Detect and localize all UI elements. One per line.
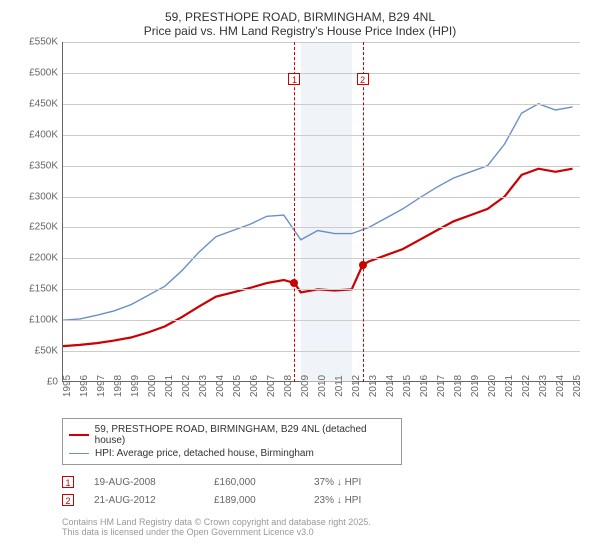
ytick-label: £0 bbox=[20, 377, 58, 388]
xtick-label: 2017 bbox=[436, 375, 447, 397]
xtick-label: 2001 bbox=[164, 375, 175, 397]
gridline bbox=[63, 289, 580, 290]
sale-date: 21-AUG-2012 bbox=[94, 495, 194, 506]
gridline bbox=[63, 166, 580, 167]
xtick-label: 2022 bbox=[521, 375, 532, 397]
sale-hpi-diff: 37% ↓ HPI bbox=[314, 477, 394, 488]
gridline bbox=[63, 42, 580, 43]
sale-price: £189,000 bbox=[214, 495, 294, 506]
xtick-label: 2021 bbox=[504, 375, 515, 397]
legend-swatch-property bbox=[69, 434, 89, 436]
ytick-label: £50K bbox=[20, 346, 58, 357]
legend-item-property: 59, PRESTHOPE ROAD, BIRMINGHAM, B29 4NL … bbox=[69, 423, 395, 447]
gridline bbox=[63, 197, 580, 198]
legend-label-hpi: HPI: Average price, detached house, Birm… bbox=[95, 448, 314, 459]
sale-marker-line bbox=[363, 42, 364, 382]
xtick-label: 2023 bbox=[538, 375, 549, 397]
xtick-label: 2019 bbox=[470, 375, 481, 397]
xtick-label: 2024 bbox=[555, 375, 566, 397]
sale-date: 19-AUG-2008 bbox=[94, 477, 194, 488]
sale-marker-badge: 2 bbox=[357, 73, 369, 85]
xtick-label: 2020 bbox=[487, 375, 498, 397]
ytick-label: £200K bbox=[20, 253, 58, 264]
xtick-label: 2002 bbox=[181, 375, 192, 397]
xtick-label: 2007 bbox=[266, 375, 277, 397]
ytick-label: £100K bbox=[20, 315, 58, 326]
xtick-label: 2008 bbox=[283, 375, 294, 397]
gridline bbox=[63, 227, 580, 228]
xtick-label: 2009 bbox=[300, 375, 311, 397]
xtick-label: 2006 bbox=[249, 375, 260, 397]
sale-marker-line bbox=[294, 42, 295, 382]
title-subtitle: Price paid vs. HM Land Registry's House … bbox=[10, 24, 590, 38]
sale-row: 1 19-AUG-2008 £160,000 37% ↓ HPI bbox=[62, 473, 590, 491]
xtick-label: 2015 bbox=[402, 375, 413, 397]
sale-row: 2 21-AUG-2012 £189,000 23% ↓ HPI bbox=[62, 491, 590, 509]
xtick-label: 1996 bbox=[79, 375, 90, 397]
ytick-label: £300K bbox=[20, 191, 58, 202]
ytick-label: £400K bbox=[20, 129, 58, 140]
xtick-label: 2025 bbox=[572, 375, 583, 397]
sale-row-badge: 2 bbox=[62, 494, 74, 506]
xtick-label: 2012 bbox=[351, 375, 362, 397]
xtick-label: 2014 bbox=[385, 375, 396, 397]
series-hpi bbox=[63, 104, 573, 320]
xtick-label: 1998 bbox=[113, 375, 124, 397]
xtick-label: 2013 bbox=[368, 375, 379, 397]
ytick-label: £350K bbox=[20, 160, 58, 171]
sale-row-badge: 1 bbox=[62, 476, 74, 488]
plot-region: 12 bbox=[62, 42, 580, 382]
sale-price: £160,000 bbox=[214, 477, 294, 488]
sale-dot bbox=[290, 279, 298, 287]
xtick-label: 2003 bbox=[198, 375, 209, 397]
gridline bbox=[63, 351, 580, 352]
ytick-label: £250K bbox=[20, 222, 58, 233]
footer-line2: This data is licensed under the Open Gov… bbox=[62, 527, 590, 537]
xtick-label: 1995 bbox=[62, 375, 73, 397]
gridline bbox=[63, 320, 580, 321]
legend-swatch-hpi bbox=[69, 453, 89, 454]
sale-hpi-diff: 23% ↓ HPI bbox=[314, 495, 394, 506]
footer-line1: Contains HM Land Registry data © Crown c… bbox=[62, 517, 590, 527]
sale-marker-badge: 1 bbox=[288, 73, 300, 85]
gridline bbox=[63, 104, 580, 105]
ytick-label: £450K bbox=[20, 98, 58, 109]
sale-dot bbox=[359, 261, 367, 269]
chart-area: 12 £0£50K£100K£150K£200K£250K£300K£350K£… bbox=[20, 42, 580, 412]
line-series-svg bbox=[63, 42, 581, 382]
xtick-label: 2005 bbox=[232, 375, 243, 397]
gridline bbox=[63, 73, 580, 74]
gridline bbox=[63, 135, 580, 136]
footer-attribution: Contains HM Land Registry data © Crown c… bbox=[62, 517, 590, 537]
xtick-label: 1997 bbox=[96, 375, 107, 397]
xtick-label: 2000 bbox=[147, 375, 158, 397]
legend-item-hpi: HPI: Average price, detached house, Birm… bbox=[69, 447, 395, 460]
ytick-label: £550K bbox=[20, 37, 58, 48]
xtick-label: 1999 bbox=[130, 375, 141, 397]
legend-label-property: 59, PRESTHOPE ROAD, BIRMINGHAM, B29 4NL … bbox=[95, 424, 395, 446]
xtick-label: 2018 bbox=[453, 375, 464, 397]
chart-title: 59, PRESTHOPE ROAD, BIRMINGHAM, B29 4NL … bbox=[10, 10, 590, 38]
xtick-label: 2004 bbox=[215, 375, 226, 397]
gridline bbox=[63, 258, 580, 259]
xtick-label: 2011 bbox=[334, 375, 345, 397]
ytick-label: £500K bbox=[20, 67, 58, 78]
title-address: 59, PRESTHOPE ROAD, BIRMINGHAM, B29 4NL bbox=[10, 10, 590, 24]
sales-table: 1 19-AUG-2008 £160,000 37% ↓ HPI 2 21-AUG-201… bbox=[62, 473, 590, 509]
xtick-label: 2010 bbox=[317, 375, 328, 397]
legend: 59, PRESTHOPE ROAD, BIRMINGHAM, B29 4NL … bbox=[62, 418, 402, 465]
xtick-label: 2016 bbox=[419, 375, 430, 397]
ytick-label: £150K bbox=[20, 284, 58, 295]
